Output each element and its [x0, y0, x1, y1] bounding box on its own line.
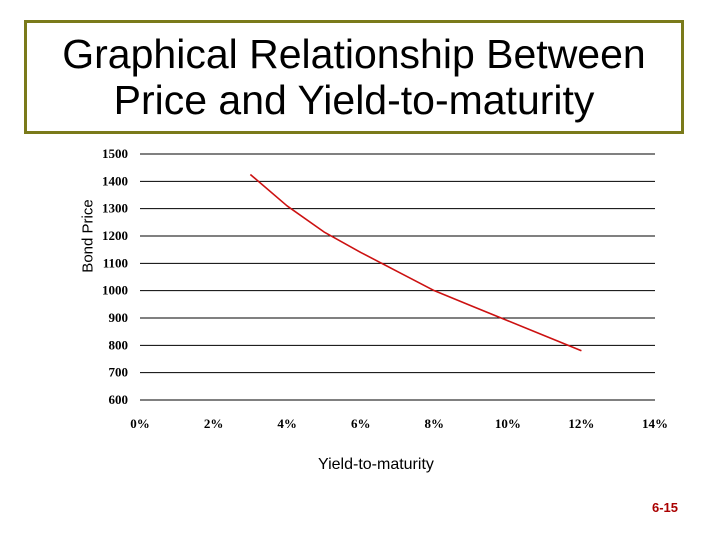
y-tick-label-1400: 1400: [102, 173, 128, 188]
y-tick-label-900: 900: [109, 310, 129, 325]
y-axis-label: Bond Price: [79, 199, 97, 273]
x-tick-label-6: 12%: [568, 416, 594, 431]
x-tick-label-7: 14%: [642, 416, 668, 431]
x-tick-label-3: 6%: [351, 416, 371, 431]
y-tick-label-1500: 1500: [102, 146, 128, 161]
y-tick-label-1200: 1200: [102, 228, 128, 243]
x-tick-label-0: 0%: [130, 416, 150, 431]
y-tick-label-700: 700: [109, 365, 129, 380]
slide-number: 6-15: [651, 500, 678, 515]
y-tick-label-800: 800: [109, 337, 129, 352]
x-tick-label-5: 10%: [495, 416, 521, 431]
x-tick-label-4: 8%: [425, 416, 445, 431]
title-box: Graphical Relationship Between Price and…: [24, 20, 684, 134]
y-tick-label-1000: 1000: [102, 283, 128, 298]
slide-title: Graphical Relationship Between Price and…: [62, 31, 646, 123]
x-axis-label: Yield-to-maturity: [318, 456, 434, 473]
y-tick-label-1100: 1100: [103, 255, 128, 270]
x-tick-label-1: 2%: [204, 416, 224, 431]
y-tick-label-600: 600: [109, 392, 129, 407]
x-tick-label-2: 4%: [277, 416, 297, 431]
series-line-0: [249, 173, 582, 352]
y-tick-label-1300: 1300: [102, 201, 128, 216]
